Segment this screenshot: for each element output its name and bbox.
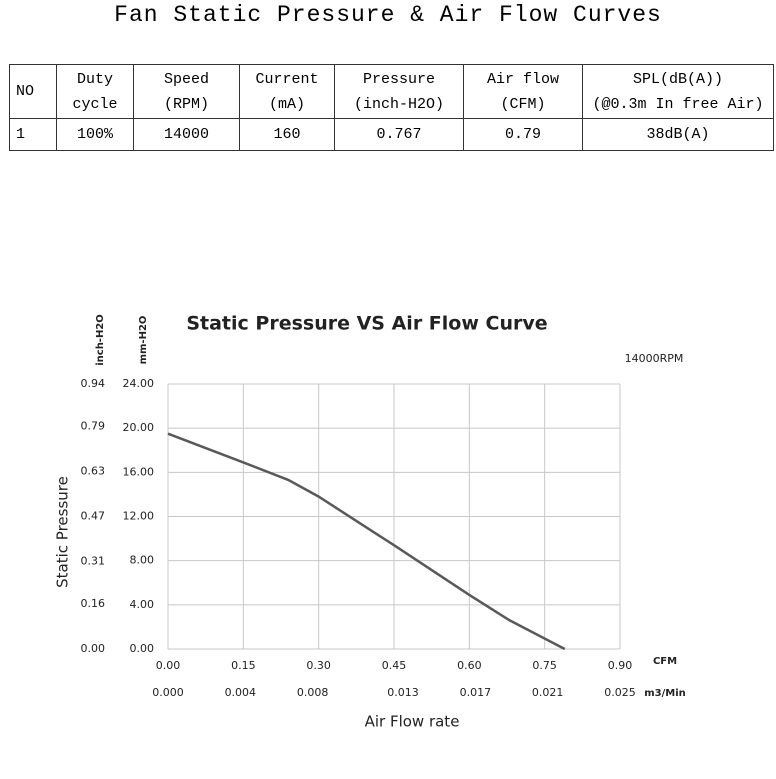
header-text: Current (255, 70, 319, 88)
annotation: 14000RPM (625, 352, 684, 365)
header-text: Pressure (362, 70, 435, 88)
spec-table: NO Duty cycle Speed (RPM) Current (mA) Pres… (9, 64, 774, 151)
header-text: (@0.3m In free Air) (592, 95, 764, 113)
header-text: (inch-H2O) (353, 95, 444, 113)
x2-tick-label: 0.013 (387, 686, 419, 699)
x-tick-label: 0.15 (231, 659, 256, 672)
y2-tick-label: 0.31 (81, 555, 106, 568)
y2-tick-label: 0.63 (81, 464, 106, 477)
header-text: (RPM) (163, 95, 209, 113)
header-cell: NO (9, 64, 57, 119)
header-cell: Duty cycle (56, 64, 134, 119)
header-text: Air flow (486, 70, 559, 88)
header-text: (CFM) (500, 95, 546, 113)
cell: 1 (9, 118, 57, 151)
header-text: SPL(dB(A)) (632, 70, 723, 88)
y2-tick-label: 0.00 (81, 642, 106, 655)
document-title: Fan Static Pressure & Air Flow Curves (114, 2, 662, 28)
x-unit: CFM (653, 656, 677, 667)
header-text: (mA) (268, 95, 305, 113)
header-cell: SPL(dB(A)) (@0.3m In free Air) (582, 64, 774, 119)
series-line (167, 432, 566, 651)
header-text: NO (16, 83, 35, 100)
x-tick-label: 0.00 (156, 659, 181, 672)
x-tick-label: 0.45 (382, 659, 407, 672)
x-axis-label: Air Flow rate (365, 713, 460, 731)
x-tick-label: 0.60 (457, 659, 482, 672)
y-tick-label: 12.00 (123, 510, 155, 523)
x2-unit: m3/Min (644, 688, 686, 699)
x2-tick-label: 0.008 (297, 686, 329, 699)
cell: 0.767 (334, 118, 464, 151)
x-tick-label: 0.30 (306, 659, 331, 672)
header-cell: Pressure (inch-H2O) (334, 64, 464, 119)
x2-tick-label: 0.025 (604, 686, 636, 699)
header-cell: Air flow (CFM) (463, 64, 583, 119)
x-tick-label: 0.90 (608, 659, 633, 672)
cell: 38dB(A) (582, 118, 774, 151)
y2-tick-label: 0.16 (81, 597, 106, 610)
chart-title: Static Pressure VS Air Flow Curve (186, 313, 547, 335)
y-tick-label: 8.00 (130, 554, 155, 567)
x2-tick-label: 0.004 (225, 686, 257, 699)
y-axis-label: Static Pressure (54, 476, 72, 588)
x-tick-label: 0.75 (532, 659, 557, 672)
y-tick-label: 16.00 (123, 465, 155, 478)
y2-tick-label: 0.94 (81, 377, 106, 390)
header-text: cycle (72, 95, 118, 113)
header-cell: Current (mA) (239, 64, 335, 119)
cell: 160 (239, 118, 335, 151)
y2-unit: inch-H2O (95, 314, 106, 366)
data-row: 1 100% 14000 160 0.767 0.79 38dB(A) (9, 118, 774, 151)
y-tick-label: 24.00 (123, 377, 155, 390)
y2-tick-label: 0.79 (81, 419, 106, 432)
header-text: Speed (163, 70, 209, 88)
y-tick-label: 20.00 (123, 421, 155, 434)
y-unit: mm-H2O (138, 316, 149, 365)
x2-tick-label: 0.000 (152, 686, 184, 699)
x2-tick-label: 0.021 (532, 686, 564, 699)
header-row: NO Duty cycle Speed (RPM) Current (mA) Pres… (9, 64, 774, 119)
cell: 14000 (133, 118, 240, 151)
y-tick-label: 4.00 (130, 598, 155, 611)
y2-tick-label: 0.47 (81, 510, 106, 523)
x2-tick-label: 0.017 (460, 686, 492, 699)
y-tick-label: 0.00 (130, 642, 155, 655)
header-text: Duty (76, 70, 113, 88)
